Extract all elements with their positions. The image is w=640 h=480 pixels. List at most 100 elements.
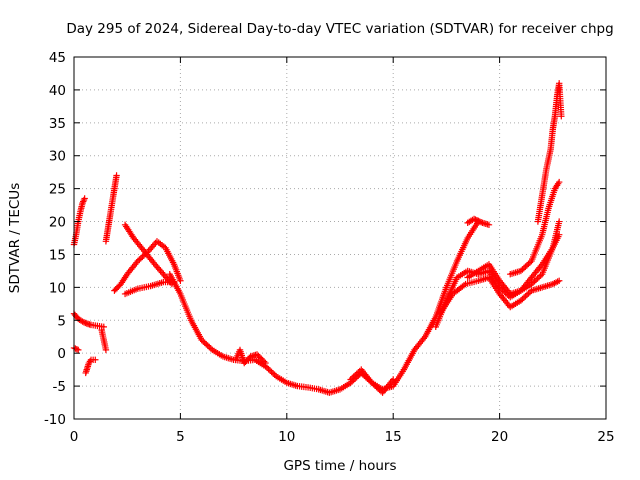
data-point — [370, 381, 377, 388]
series-arc-g — [111, 238, 184, 294]
data-point — [269, 370, 277, 377]
data-point — [520, 294, 528, 301]
series-late-d — [507, 178, 563, 278]
data-point — [532, 276, 540, 284]
x-axis-label: GPS time / hours — [283, 458, 396, 474]
x-tick-label: 25 — [597, 429, 614, 445]
data-point — [477, 219, 485, 226]
data-point — [81, 195, 88, 202]
data-point — [534, 275, 541, 282]
y-axis-label: SDTVAR / TECUs — [7, 183, 23, 293]
x-tick-label: 20 — [491, 429, 508, 445]
data-point — [485, 221, 493, 229]
data-point — [265, 365, 272, 373]
data-point — [79, 318, 86, 325]
data-point — [537, 272, 544, 279]
data-point — [347, 376, 354, 383]
data-point — [113, 172, 120, 179]
y-tick-label: -5 — [53, 379, 66, 395]
data-point — [260, 358, 268, 365]
data-point — [82, 319, 89, 327]
data-point — [203, 341, 210, 348]
data-point — [206, 343, 213, 351]
data-point — [75, 346, 82, 354]
data-point — [523, 262, 531, 269]
data-point — [523, 291, 531, 299]
data-point — [555, 277, 563, 284]
data-point — [271, 371, 278, 379]
y-tick-label: 0 — [57, 346, 66, 362]
grid — [74, 57, 606, 419]
data-point — [353, 370, 360, 378]
data-point — [139, 253, 146, 261]
data-point — [555, 231, 563, 238]
data-point — [92, 356, 99, 363]
y-tick-label: 25 — [49, 182, 66, 198]
chart-title: Day 295 of 2024, Sidereal Day-to-day VTE… — [66, 21, 613, 37]
data-point — [517, 267, 525, 275]
data-point — [376, 386, 383, 394]
data-point — [555, 218, 563, 225]
data-point — [525, 260, 532, 268]
series-arc-f — [102, 172, 120, 245]
data-point — [529, 279, 537, 286]
y-tick-label: 35 — [49, 116, 66, 132]
data-point — [102, 346, 110, 354]
y-tick-label: 30 — [49, 149, 66, 165]
data-point — [472, 216, 479, 223]
data-point — [522, 263, 529, 270]
data-point — [558, 113, 565, 120]
series-bowl-inner — [347, 366, 397, 396]
data-point — [371, 382, 379, 389]
x-tick-label: 10 — [278, 429, 295, 445]
series-bowl-tail — [464, 215, 493, 229]
data-point — [355, 369, 362, 376]
data-point — [198, 336, 205, 344]
data-point — [207, 345, 214, 352]
data-point — [72, 345, 79, 352]
data-point — [136, 256, 143, 263]
ticks: 0 5 10 15 20 25 -10 -5 0 5 10 15 20 25 30 35 40 45 — [44, 50, 615, 445]
data-point — [256, 354, 264, 361]
data-point — [517, 297, 525, 304]
data-point — [268, 368, 275, 376]
data-points — [70, 80, 565, 396]
y-tick-label: 15 — [49, 247, 66, 263]
data-point — [555, 178, 563, 186]
data-point — [350, 373, 357, 380]
data-point — [201, 339, 208, 347]
data-point — [259, 357, 266, 364]
data-point — [519, 295, 526, 303]
series-late-c — [464, 231, 563, 298]
series-bump-a — [232, 346, 269, 367]
data-point — [137, 255, 145, 262]
data-point — [535, 273, 543, 281]
series-late-b — [436, 274, 563, 317]
y-tick-label: 45 — [49, 50, 66, 66]
data-point — [134, 257, 142, 265]
data-point — [368, 379, 376, 386]
data-point — [390, 376, 397, 383]
data-point — [522, 293, 529, 300]
series-arc-c — [98, 326, 110, 354]
plot-frame — [73, 56, 607, 420]
data-point — [80, 319, 88, 326]
data-point — [348, 374, 356, 382]
data-point — [266, 367, 274, 374]
data-point — [374, 385, 382, 392]
data-point — [73, 346, 81, 353]
data-point — [525, 290, 532, 297]
data-point — [177, 277, 184, 284]
data-point — [352, 372, 359, 379]
series-late-e — [534, 80, 565, 225]
x-tick-label: 15 — [385, 429, 402, 445]
data-point — [258, 355, 265, 362]
data-point — [520, 264, 528, 272]
data-point — [519, 266, 526, 273]
y-tick-label: 10 — [49, 280, 66, 296]
data-point — [373, 383, 380, 391]
y-tick-label: 20 — [49, 215, 66, 231]
data-point — [253, 351, 261, 358]
data-point — [470, 215, 478, 223]
